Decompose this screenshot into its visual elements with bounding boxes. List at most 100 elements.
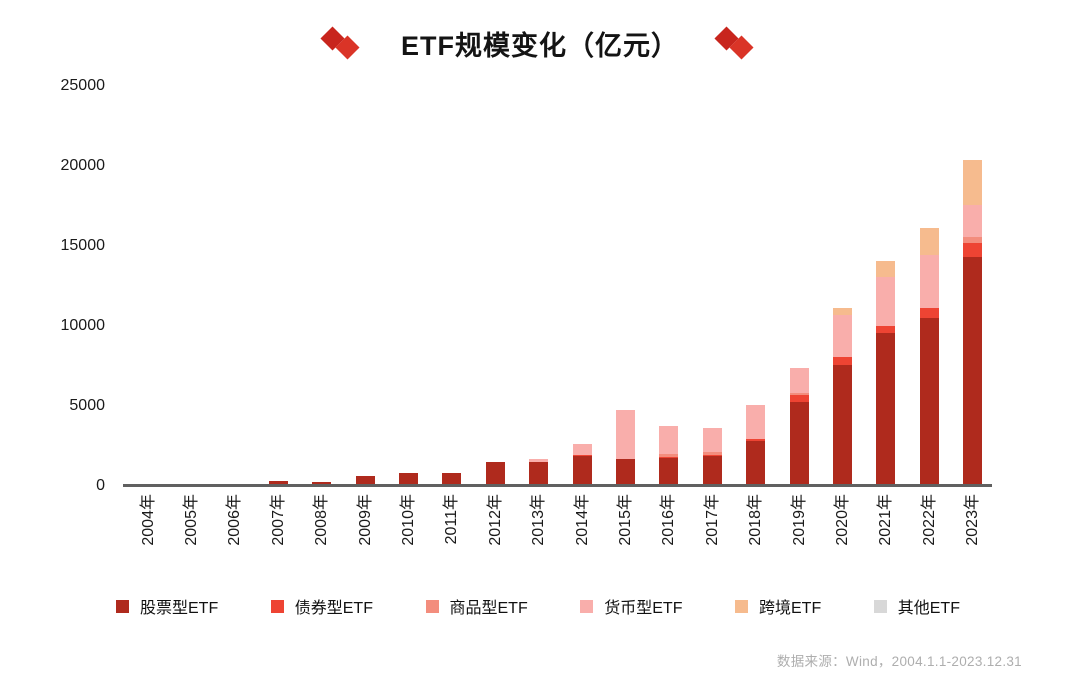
bar-segment-股票型ETF xyxy=(963,256,983,486)
legend: 股票型ETF 债券型ETF 商品型ETF 货币型ETF 跨境ETF 其他ETF xyxy=(116,594,960,618)
bar-2010年 xyxy=(398,472,418,486)
bar-segment-商品型ETF xyxy=(702,452,722,455)
bar-segment-股票型ETF xyxy=(659,457,679,486)
bar-segment-跨境ETF xyxy=(919,228,939,255)
x-axis-tick-label: 2005年 xyxy=(182,494,200,546)
bar-2021年 xyxy=(876,260,896,486)
bar-segment-货币型ETF xyxy=(615,410,635,459)
x-axis-tick-label: 2014年 xyxy=(573,494,591,546)
legend-swatch-icon xyxy=(735,599,748,613)
bar-segment-货币型ETF xyxy=(702,428,722,453)
y-axis-tick-label: 0 xyxy=(96,477,105,494)
bar-segment-商品型ETF xyxy=(963,236,983,244)
bar-segment-债券型ETF xyxy=(572,454,592,457)
bar-segment-货币型ETF xyxy=(529,459,549,462)
bar-segment-股票型ETF xyxy=(529,461,549,486)
x-axis-tick-label: 2004年 xyxy=(139,494,157,546)
bar-2014年 xyxy=(572,444,592,486)
x-axis-tick-label: 2018年 xyxy=(747,494,765,546)
bar-segment-商品型ETF xyxy=(789,393,809,395)
bar-2019年 xyxy=(789,367,809,486)
y-axis-tick-label: 5000 xyxy=(69,397,105,414)
legend-label: 其他ETF xyxy=(897,600,960,617)
bar-segment-股票型ETF xyxy=(485,461,505,486)
bar-2015年 xyxy=(615,410,635,486)
bar-segment-股票型ETF xyxy=(268,480,288,486)
legend-swatch-icon xyxy=(873,599,887,613)
chart-title: ETF规模变化（亿元） xyxy=(401,31,679,61)
bar-2012年 xyxy=(485,461,505,486)
x-axis-tick-label: 2023年 xyxy=(964,494,982,546)
source-note: 数据来源：Wind，2004.1.1-2023.12.31 xyxy=(776,654,1022,669)
bar-segment-货币型ETF xyxy=(919,254,939,309)
x-axis-tick-label: 2013年 xyxy=(530,494,548,546)
y-axis-tick-label: 20000 xyxy=(60,157,106,174)
chart-header: ETF规模变化（亿元） xyxy=(0,24,1080,63)
bar-segment-跨境ETF xyxy=(963,160,983,206)
bar-2009年 xyxy=(355,475,375,486)
bar-segment-货币型ETF xyxy=(832,315,852,357)
legend-label: 货币型ETF xyxy=(604,600,683,617)
bar-segment-货币型ETF xyxy=(746,405,766,440)
bar-segment-货币型ETF xyxy=(789,367,809,394)
bar-segment-股票型ETF xyxy=(572,456,592,486)
bar-2022年 xyxy=(919,228,939,486)
bar-segment-股票型ETF xyxy=(919,318,939,486)
x-axis-tick-label: 2021年 xyxy=(877,494,895,546)
bar-segment-债券型ETF xyxy=(876,326,896,334)
bar-2013年 xyxy=(529,459,549,486)
x-axis-tick-label: 2016年 xyxy=(660,494,678,546)
legend-swatch-icon xyxy=(425,599,439,613)
x-axis-tick-label: 2006年 xyxy=(226,494,244,546)
bar-2016年 xyxy=(659,425,679,486)
y-axis-tick-label: 15000 xyxy=(60,237,106,254)
bar-2020年 xyxy=(832,308,852,486)
bar-2023年 xyxy=(963,160,983,486)
x-axis-tick-label: 2020年 xyxy=(833,494,851,546)
bar-segment-商品型ETF xyxy=(659,454,679,457)
x-axis-tick-label: 2012年 xyxy=(486,494,504,546)
legend-item-商品型ETF: 商品型ETF xyxy=(425,594,528,618)
bar-2011年 xyxy=(442,473,462,486)
legend-item-股票型ETF: 股票型ETF xyxy=(116,594,218,618)
bar-2018年 xyxy=(746,405,766,486)
bar-segment-债券型ETF xyxy=(832,356,852,366)
x-axis-tick-label: 2008年 xyxy=(313,494,331,546)
legend-item-其他ETF: 其他ETF xyxy=(873,594,960,618)
x-axis-tick-label: 2009年 xyxy=(356,494,374,546)
x-axis-tick-label: 2011年 xyxy=(443,494,461,545)
legend-swatch-icon xyxy=(580,599,594,613)
legend-item-跨境ETF: 跨境ETF xyxy=(735,594,821,618)
x-axis-tick-label: 2015年 xyxy=(616,494,634,546)
x-axis-tick-label: 2010年 xyxy=(399,494,417,546)
x-axis-tick-label: 2019年 xyxy=(790,494,808,546)
x-axis-tick-label: 2017年 xyxy=(703,494,721,546)
bar-segment-股票型ETF xyxy=(398,472,418,486)
bar-segment-股票型ETF xyxy=(702,455,722,486)
bar-segment-债券型ETF xyxy=(659,456,679,458)
legend-swatch-icon xyxy=(270,599,284,613)
bar-segment-股票型ETF xyxy=(876,333,896,486)
bar-segment-跨境ETF xyxy=(876,260,896,277)
title-diamonds-left-icon xyxy=(320,25,365,61)
bar-segment-货币型ETF xyxy=(572,444,592,455)
bar-segment-货币型ETF xyxy=(963,205,983,237)
bar-segment-股票型ETF xyxy=(746,441,766,486)
legend-label: 商品型ETF xyxy=(449,600,528,617)
y-axis-tick-label: 10000 xyxy=(60,317,106,334)
bar-segment-债券型ETF xyxy=(789,394,809,402)
bar-segment-跨境ETF xyxy=(832,308,852,316)
x-axis-line xyxy=(123,484,992,487)
bar-2007年 xyxy=(268,480,288,486)
title-diamonds-right-icon xyxy=(714,25,759,61)
bar-segment-股票型ETF xyxy=(615,459,635,486)
bar-segment-股票型ETF xyxy=(832,365,852,486)
bar-segment-债券型ETF xyxy=(919,308,939,319)
bar-segment-股票型ETF xyxy=(355,475,375,486)
bar-segment-货币型ETF xyxy=(659,425,679,455)
legend-label: 股票型ETF xyxy=(140,600,219,617)
legend-swatch-icon xyxy=(116,599,129,613)
legend-label: 债券型ETF xyxy=(294,600,373,617)
x-axis-tick-label: 2022年 xyxy=(920,494,938,546)
legend-item-债券型ETF: 债券型ETF xyxy=(270,594,373,618)
